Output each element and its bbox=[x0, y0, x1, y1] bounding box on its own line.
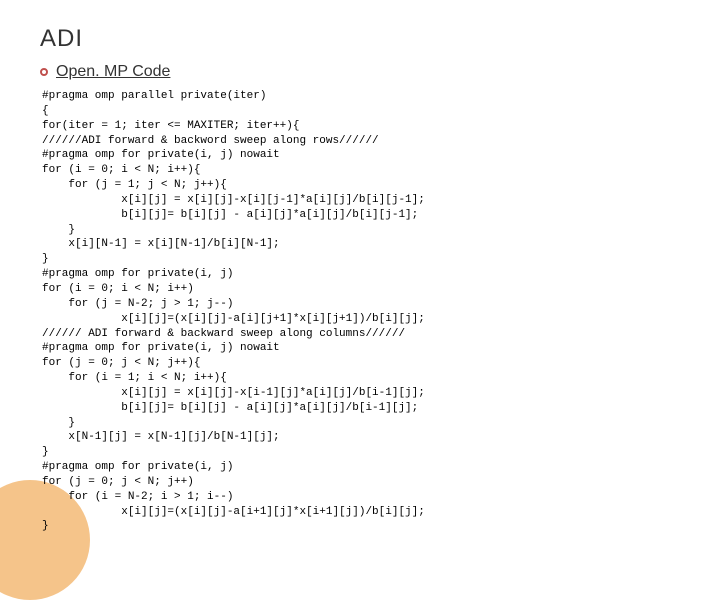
bullet-icon bbox=[40, 68, 48, 76]
slide-title: ADI bbox=[40, 25, 680, 53]
subtitle-row: Open. MP Code bbox=[40, 63, 680, 81]
subtitle: Open. MP Code bbox=[56, 63, 170, 81]
code-block: #pragma omp parallel private(iter) { for… bbox=[42, 89, 680, 534]
